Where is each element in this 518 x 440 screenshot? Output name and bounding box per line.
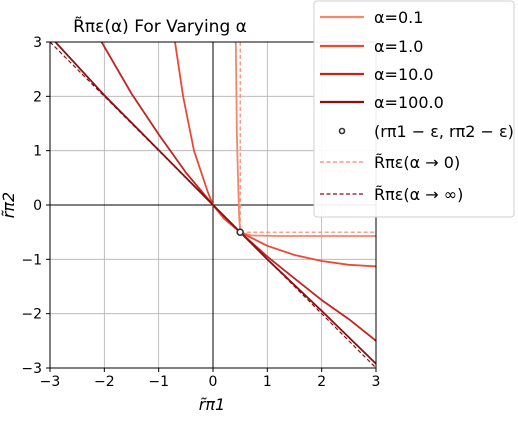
y-tick-label: −1 bbox=[21, 252, 42, 268]
y-tick-label: −2 bbox=[21, 307, 42, 323]
legend-label-3: α=10.0 bbox=[374, 65, 434, 84]
legend-label-6: R̃πε(α → 0) bbox=[374, 153, 460, 172]
x-axis-label: r̃π1 bbox=[199, 395, 225, 414]
legend-label-1: α=0.1 bbox=[374, 8, 423, 27]
data-point-marker bbox=[236, 228, 244, 236]
x-tick-label: −2 bbox=[94, 374, 115, 390]
x-tick-label: 1 bbox=[263, 374, 272, 390]
series-group bbox=[50, 42, 376, 368]
legend-label-5: (rπ1 − ε, rπ2 − ε) bbox=[374, 122, 514, 141]
y-tick-label: 0 bbox=[33, 198, 42, 214]
y-tick-label: 1 bbox=[33, 144, 42, 160]
x-tick-label: 2 bbox=[317, 374, 326, 390]
legend-marker-5 bbox=[338, 127, 346, 135]
legend-box bbox=[313, 0, 515, 218]
legend-label-4: α=100.0 bbox=[374, 93, 444, 112]
x-tick-label: 3 bbox=[372, 374, 381, 390]
y-axis-label: r̃π2 bbox=[0, 192, 18, 218]
y-tick-label: 3 bbox=[33, 35, 42, 51]
chart-title: R̃πε(α) For Varying α bbox=[73, 16, 247, 37]
series-line-6-segment-1 bbox=[50, 42, 376, 368]
legend-label-2: α=1.0 bbox=[374, 37, 423, 56]
x-tick-label: −3 bbox=[40, 374, 61, 390]
legend: α=0.1 α=1.0 α=10.0 α=100.0 (rπ1 − ε, rπ2 − ε… bbox=[313, 0, 515, 218]
series-line-2-segment-1 bbox=[174, 42, 376, 268]
legend-label-7: R̃πε(α → ∞) bbox=[374, 185, 463, 204]
y-tick-label: 2 bbox=[33, 89, 42, 105]
x-tick-label: 0 bbox=[209, 374, 218, 390]
x-tick-label: −1 bbox=[148, 374, 169, 390]
y-tick-label: −3 bbox=[21, 361, 42, 377]
